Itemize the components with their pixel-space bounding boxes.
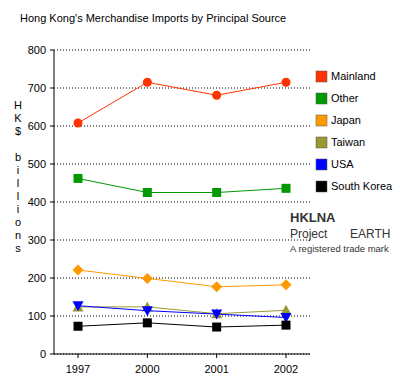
marker: [282, 321, 291, 330]
tick: [50, 164, 54, 165]
legend-label: Japan: [331, 114, 361, 126]
legend: Mainland Other Japan Taiwan USA South Korea: [316, 70, 393, 192]
legend-label: Other: [331, 92, 359, 104]
tick-label: 800: [28, 44, 46, 56]
marker: [74, 322, 83, 331]
tick-label: 200: [28, 272, 46, 284]
legend-label: USA: [331, 158, 354, 170]
tick-label: 1997: [66, 363, 90, 375]
legend-swatch: [316, 159, 327, 170]
series-line: [78, 323, 286, 327]
chart: Hong Kong's Merchandise Imports by Princ…: [0, 0, 412, 385]
annotation: Project: [290, 227, 328, 241]
legend-label: South Korea: [331, 180, 393, 192]
series-line: [78, 178, 286, 192]
grid-line: [54, 278, 310, 279]
marker: [74, 174, 83, 183]
title: Hong Kong's Merchandise Imports by Princ…: [20, 12, 286, 24]
tick-label: 2001: [204, 363, 228, 375]
marker: [212, 91, 221, 100]
tick-label: 2002: [274, 363, 298, 375]
tick-label: 500: [28, 158, 46, 170]
marker: [212, 188, 221, 197]
tick: [50, 202, 54, 203]
y-axis: [54, 50, 55, 354]
grid-line: [54, 126, 310, 127]
tick-label: 600: [28, 120, 46, 132]
marker: [73, 301, 84, 311]
marker: [282, 184, 291, 193]
marker: [143, 78, 152, 87]
marker: [212, 323, 221, 332]
tick: [78, 354, 79, 358]
tick: [50, 50, 54, 51]
tick-label: 100: [28, 310, 46, 322]
legend-swatch: [316, 181, 327, 192]
legend-swatch: [316, 71, 327, 82]
tick: [50, 88, 54, 89]
tick-label: 700: [28, 82, 46, 94]
legend-swatch: [316, 115, 327, 126]
marker: [282, 78, 291, 87]
annotation: HKLNA: [290, 210, 336, 225]
series-line: [78, 270, 286, 287]
marker: [143, 318, 152, 327]
annotation: A registered trade mark: [290, 243, 389, 254]
tick: [50, 316, 54, 317]
series-line: [78, 306, 286, 318]
legend-label: Mainland: [331, 70, 376, 82]
tick: [50, 354, 54, 355]
tick: [286, 354, 287, 358]
grid-line: [54, 240, 310, 241]
tick: [147, 354, 148, 358]
grid-line: [54, 354, 310, 355]
marker: [142, 273, 153, 284]
tick: [50, 278, 54, 279]
tick-label: 300: [28, 234, 46, 246]
tick: [216, 354, 217, 358]
annotation: EARTH: [350, 227, 390, 241]
marker: [211, 310, 222, 320]
marker: [143, 188, 152, 197]
legend-label: Taiwan: [331, 136, 365, 148]
marker: [211, 281, 222, 292]
legend-swatch: [316, 93, 327, 104]
marker: [142, 306, 153, 316]
legend-swatch: [316, 137, 327, 148]
grid-line: [54, 164, 310, 165]
series-line: [78, 82, 286, 123]
tick-label: 400: [28, 196, 46, 208]
tick-label: 0: [40, 348, 46, 360]
tick: [50, 240, 54, 241]
marker: [74, 118, 83, 127]
tick: [50, 126, 54, 127]
grid-line: [54, 202, 310, 203]
marker: [73, 265, 84, 276]
axis-label: HK$ billions: [14, 99, 22, 254]
plot-area: [73, 78, 292, 332]
x-axis: [54, 354, 310, 355]
tick-label: 2000: [135, 363, 159, 375]
marker: [281, 279, 292, 290]
grid-line: [54, 50, 310, 51]
